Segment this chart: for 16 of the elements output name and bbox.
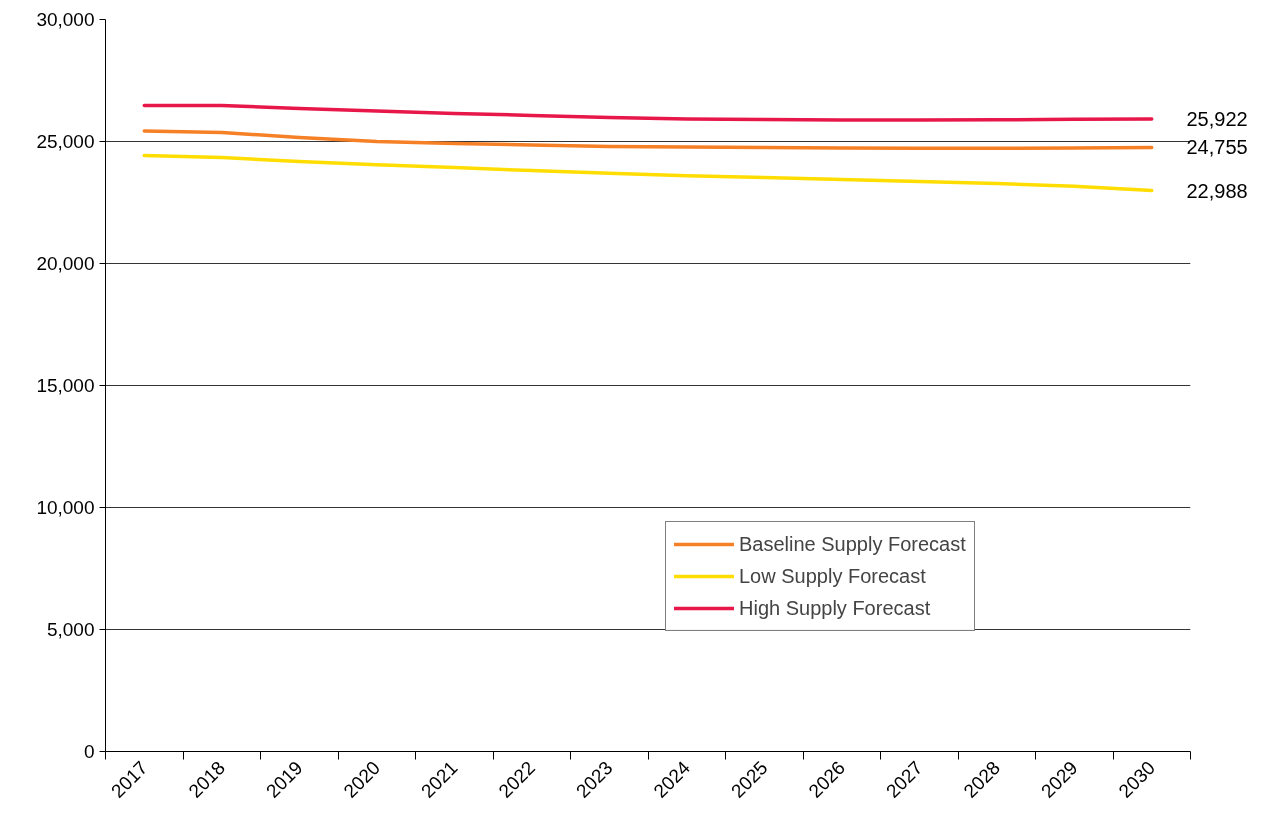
data-label: 22,988 xyxy=(1186,179,1248,202)
y-tick-label: 15,000 xyxy=(36,375,95,396)
line-series xyxy=(142,103,1154,122)
data-label: 25,922 xyxy=(1186,108,1248,130)
y-tick-label: 25,000 xyxy=(36,131,95,152)
legend-label: High Supply Forecast xyxy=(739,595,931,621)
line-series xyxy=(142,153,1154,193)
y-tick-label: 5,000 xyxy=(46,619,95,640)
y-tick-label: 10,000 xyxy=(36,497,95,518)
data-label: 24,755 xyxy=(1186,136,1248,159)
line-series xyxy=(142,129,1154,151)
legend-label: Baseline Supply Forecast xyxy=(739,531,966,557)
y-tick-label: 20,000 xyxy=(36,253,95,274)
y-tick-label: 30,000 xyxy=(36,9,95,30)
y-tick-label: 0 xyxy=(83,741,95,762)
legend-label: Low Supply Forecast xyxy=(739,563,926,589)
